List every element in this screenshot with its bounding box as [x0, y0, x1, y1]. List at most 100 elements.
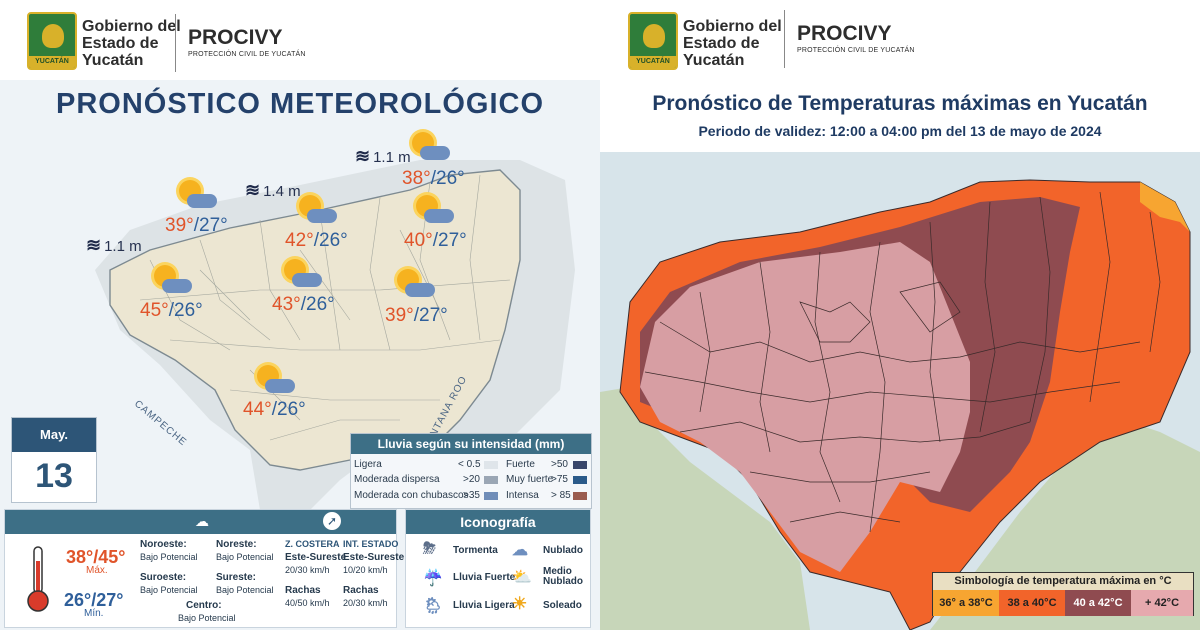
legend-40-42: 40 a 42°C — [1065, 590, 1131, 616]
partly-cloudy-icon: ⛅ — [512, 569, 532, 586]
wind-costera-dir: Este-Sureste — [285, 552, 347, 563]
procivy-logo-text: PROCIVY — [188, 26, 283, 49]
icon-label-nublado: Nublado — [543, 545, 583, 556]
iconography-box: Iconografía — [405, 509, 591, 628]
rain-label-ligera: Ligera — [354, 459, 382, 470]
forecast-temp-1: 38°/26° — [402, 168, 465, 189]
heavy-rain-icon: ☔ — [423, 570, 443, 587]
gusts-costera-value: 40/50 km/h — [285, 598, 330, 608]
government-name: Gobierno del Estado de Yucatán — [683, 18, 782, 69]
date-calendar: May. 13 — [11, 417, 97, 503]
icon-label-soleado: Soleado — [543, 600, 582, 611]
zone-36-38 — [1140, 182, 1190, 232]
iconography-title: Iconografía — [406, 510, 590, 534]
zone-plus-42 — [640, 242, 970, 572]
temperature-title: Pronóstico de Temperaturas máximas en Yu… — [652, 92, 1148, 115]
wave-icon: ≋ — [355, 146, 371, 166]
rain-value-moderada-dispersa: >20 — [463, 474, 480, 485]
rain-value-fuerte: >50 — [551, 459, 568, 470]
wave-height-north: ≋ 1.4 m — [245, 180, 301, 200]
rain-cloud-icon: ☁ — [195, 513, 209, 529]
calendar-day: 13 — [35, 457, 73, 495]
rain-label-fuerte: Fuerte — [506, 459, 535, 470]
forecast-temp-4: 40°/27° — [404, 230, 467, 251]
icon-label-lluvia-fuerte: Lluvia Fuerte — [453, 572, 516, 583]
wind-costera-title: Z. COSTERA — [285, 539, 340, 549]
wind-interior-dir: Este-Sureste — [343, 552, 405, 563]
wave-height-west: ≋ 1.1 m — [86, 235, 142, 255]
rain-swatch-moderada-chubascos — [484, 492, 498, 500]
summary-header-bar: ☁ ➚ — [5, 510, 396, 534]
campeche-land — [600, 387, 810, 630]
procivy-subtitle: PROTECCIÓN CIVIL DE YUCATÁN — [797, 47, 915, 54]
gusts-interior-label: Rachas — [343, 585, 379, 596]
rain-swatch-fuerte — [573, 461, 587, 469]
page-title: PRONÓSTICO METEOROLÓGICO — [55, 88, 544, 120]
wind-interior-title: INT. ESTADO — [343, 539, 399, 549]
left-header: YUCATÁN Gobierno del Estado de Yucatán P… — [0, 0, 600, 80]
municipality-lines — [139, 174, 511, 441]
rain-label-moderada-chubascos: Moderada con chubascos — [354, 490, 469, 501]
rain-swatch-ligera — [484, 461, 498, 469]
yucatan-crest-icon: YUCATÁN — [27, 12, 77, 70]
rain-value-muy-fuerte: >75 — [551, 474, 568, 485]
legend-38-40: 38 a 40°C — [999, 590, 1065, 616]
procivy-subtitle: PROTECCIÓN CIVIL DE YUCATÁN — [188, 51, 306, 58]
gusts-interior-value: 20/30 km/h — [343, 598, 388, 608]
municipality-borders — [644, 191, 1161, 533]
forecast-summary-box: ☁ ➚ — [4, 509, 397, 628]
cloudy-icon: ☁ — [512, 542, 528, 559]
rain-swatch-muy-fuerte — [573, 476, 587, 484]
icon-label-medio-nublado: Medio Nublado — [543, 566, 583, 587]
forecast-temp-2: 39°/27° — [165, 215, 228, 236]
wave-height-northeast: ≋ 1.1 m — [355, 146, 411, 166]
zone-noroeste: Noroeste: — [140, 539, 187, 550]
wind-costera-speed: 20/30 km/h — [285, 565, 330, 575]
rain-swatch-moderada-dispersa — [484, 476, 498, 484]
rain-value-ligera: < 0.5 — [458, 459, 481, 470]
calendar-month: May. — [12, 418, 96, 452]
temperature-zones-map — [600, 152, 1200, 630]
icon-label-tormenta: Tormenta — [453, 545, 498, 556]
wind-interior-speed: 10/20 km/h — [343, 565, 388, 575]
zone-noreste: Noreste: — [216, 539, 257, 550]
max-temp-range: 38°/45° — [66, 547, 126, 567]
header-divider — [175, 14, 176, 72]
zone-noroeste-value: Bajo Potencial — [140, 552, 198, 562]
max-temp-label: Máx. — [86, 565, 108, 576]
zone-centro-value: Bajo Potencial — [178, 613, 236, 623]
rain-swatch-intensa — [573, 492, 587, 500]
gusts-costera-label: Rachas — [285, 585, 321, 596]
zone-centro: Centro: — [186, 600, 222, 611]
storm-icon: ⛈ — [423, 540, 436, 557]
zone-suroeste: Suroeste: — [140, 572, 187, 583]
weather-forecast-panel: YUCATÁN Gobierno del Estado de Yucatán P… — [0, 0, 600, 630]
forecast-temp-6: 43°/26° — [272, 294, 335, 315]
legend-title: Simbología de temperatura máxima en °C — [933, 573, 1193, 590]
yucatan-weather-map — [95, 160, 575, 520]
right-header: YUCATÁN Gobierno del Estado de Yucatán P… — [600, 0, 1200, 80]
header-divider — [784, 10, 785, 68]
forecast-temp-3: 42°/26° — [285, 230, 348, 251]
compass-icon: ➚ — [323, 512, 341, 530]
zone-sureste: Sureste: — [216, 572, 257, 583]
sunny-icon: ☀ — [512, 594, 528, 613]
min-temp-label: Mín. — [84, 608, 104, 619]
icon-label-lluvia-ligera: Lluvia Ligera — [453, 600, 515, 611]
zone-suroeste-value: Bajo Potencial — [140, 585, 198, 595]
yucatan-crest-icon: YUCATÁN — [628, 12, 678, 70]
rain-intensity-legend: Lluvia según su intensidad (mm) Ligera <… — [350, 433, 592, 509]
max-temperature-panel: YUCATÁN Gobierno del Estado de Yucatán P… — [600, 0, 1200, 630]
light-rain-icon: 🌦 — [423, 598, 444, 615]
rain-label-intensa: Intensa — [506, 490, 539, 501]
forecast-temp-7: 39°/27° — [385, 305, 448, 326]
min-temp-range: 26°/27° — [64, 590, 124, 610]
zone-sureste-value: Bajo Potencial — [216, 585, 274, 595]
validity-period: Periodo de validez: 12:00 a 04:00 pm del… — [698, 123, 1102, 139]
thermometer-icon — [27, 546, 49, 612]
rain-legend-title: Lluvia según su intensidad (mm) — [351, 434, 591, 454]
rain-value-intensa: > 85 — [551, 490, 571, 501]
temperature-legend: Simbología de temperatura máxima en °C 3… — [932, 572, 1194, 616]
zone-noreste-value: Bajo Potencial — [216, 552, 274, 562]
legend-36-38: 36° a 38°C — [933, 590, 999, 616]
